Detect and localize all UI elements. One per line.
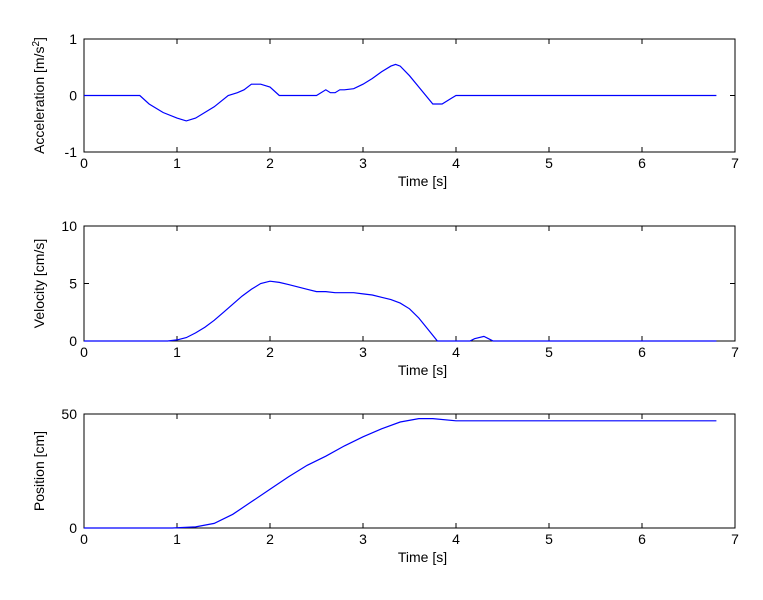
velocity-plot-area — [83, 225, 736, 342]
velocity-y-axis-label: Velocity [cm/s] — [31, 239, 47, 328]
acceleration-x-tick-label: 5 — [545, 155, 553, 171]
position-x-tick-label: 5 — [545, 531, 553, 547]
position-plot-area — [83, 413, 736, 529]
velocity-x-tick-label: 7 — [731, 344, 739, 360]
position-x-tick-label: 0 — [80, 531, 88, 547]
velocity-y-tick-label: 0 — [69, 333, 77, 349]
velocity-y-tick-label: 5 — [69, 276, 77, 292]
acceleration-x-tick-label: 4 — [452, 155, 460, 171]
velocity-series-line — [84, 280, 717, 342]
acceleration-y-tick-label: -1 — [65, 144, 78, 160]
velocity-x-tick-label: 2 — [266, 344, 274, 360]
position-x-tick-label: 1 — [173, 531, 181, 547]
acceleration-x-tick-label: 7 — [731, 155, 739, 171]
position-x-tick-label: 7 — [731, 531, 739, 547]
acceleration-y-tick-label: 1 — [69, 31, 77, 47]
acceleration-x-tick-label: 3 — [359, 155, 367, 171]
acceleration-x-tick-label: 6 — [638, 155, 646, 171]
acceleration-x-tick-label: 1 — [173, 155, 181, 171]
position-chart: 0 1 2 3 4 5 6 7 0 50 Time [s] Position [cm] — [31, 406, 739, 565]
acceleration-y-axis-label-exponent: 2 — [31, 41, 42, 47]
velocity-x-tick-label: 0 — [80, 344, 88, 360]
acceleration-y-tick-label: 0 — [69, 88, 77, 104]
position-series-line — [84, 418, 717, 529]
position-y-axis-label: Position [cm] — [31, 431, 47, 511]
acceleration-x-tick-label: 2 — [266, 155, 274, 171]
position-x-tick-label: 3 — [359, 531, 367, 547]
acceleration-y-axis-label: Acceleration [m/s2] — [31, 37, 47, 154]
acceleration-x-axis-label: Time [s] — [398, 173, 447, 189]
velocity-x-tick-label: 1 — [173, 344, 181, 360]
velocity-y-tick-label: 10 — [61, 218, 77, 234]
acceleration-series-line — [84, 63, 717, 122]
position-x-axis-label: Time [s] — [398, 549, 447, 565]
velocity-x-tick-label: 3 — [359, 344, 367, 360]
position-y-tick-label: 50 — [61, 406, 77, 422]
velocity-x-tick-label: 5 — [545, 344, 553, 360]
velocity-x-tick-label: 4 — [452, 344, 460, 360]
position-x-tick-label: 2 — [266, 531, 274, 547]
position-x-tick-label: 4 — [452, 531, 460, 547]
velocity-chart: 0 1 2 3 4 5 6 7 0 5 10 Time [s] Velocity [cm/s] — [31, 218, 739, 378]
acceleration-y-axis-label-base: Acceleration [m/s — [31, 47, 47, 154]
acceleration-x-tick-label: 0 — [80, 155, 88, 171]
position-y-tick-label: 0 — [69, 520, 77, 536]
velocity-x-tick-label: 6 — [638, 344, 646, 360]
position-x-tick-label: 6 — [638, 531, 646, 547]
acceleration-y-axis-label-tail: ] — [31, 37, 47, 41]
velocity-x-axis-label: Time [s] — [398, 362, 447, 378]
